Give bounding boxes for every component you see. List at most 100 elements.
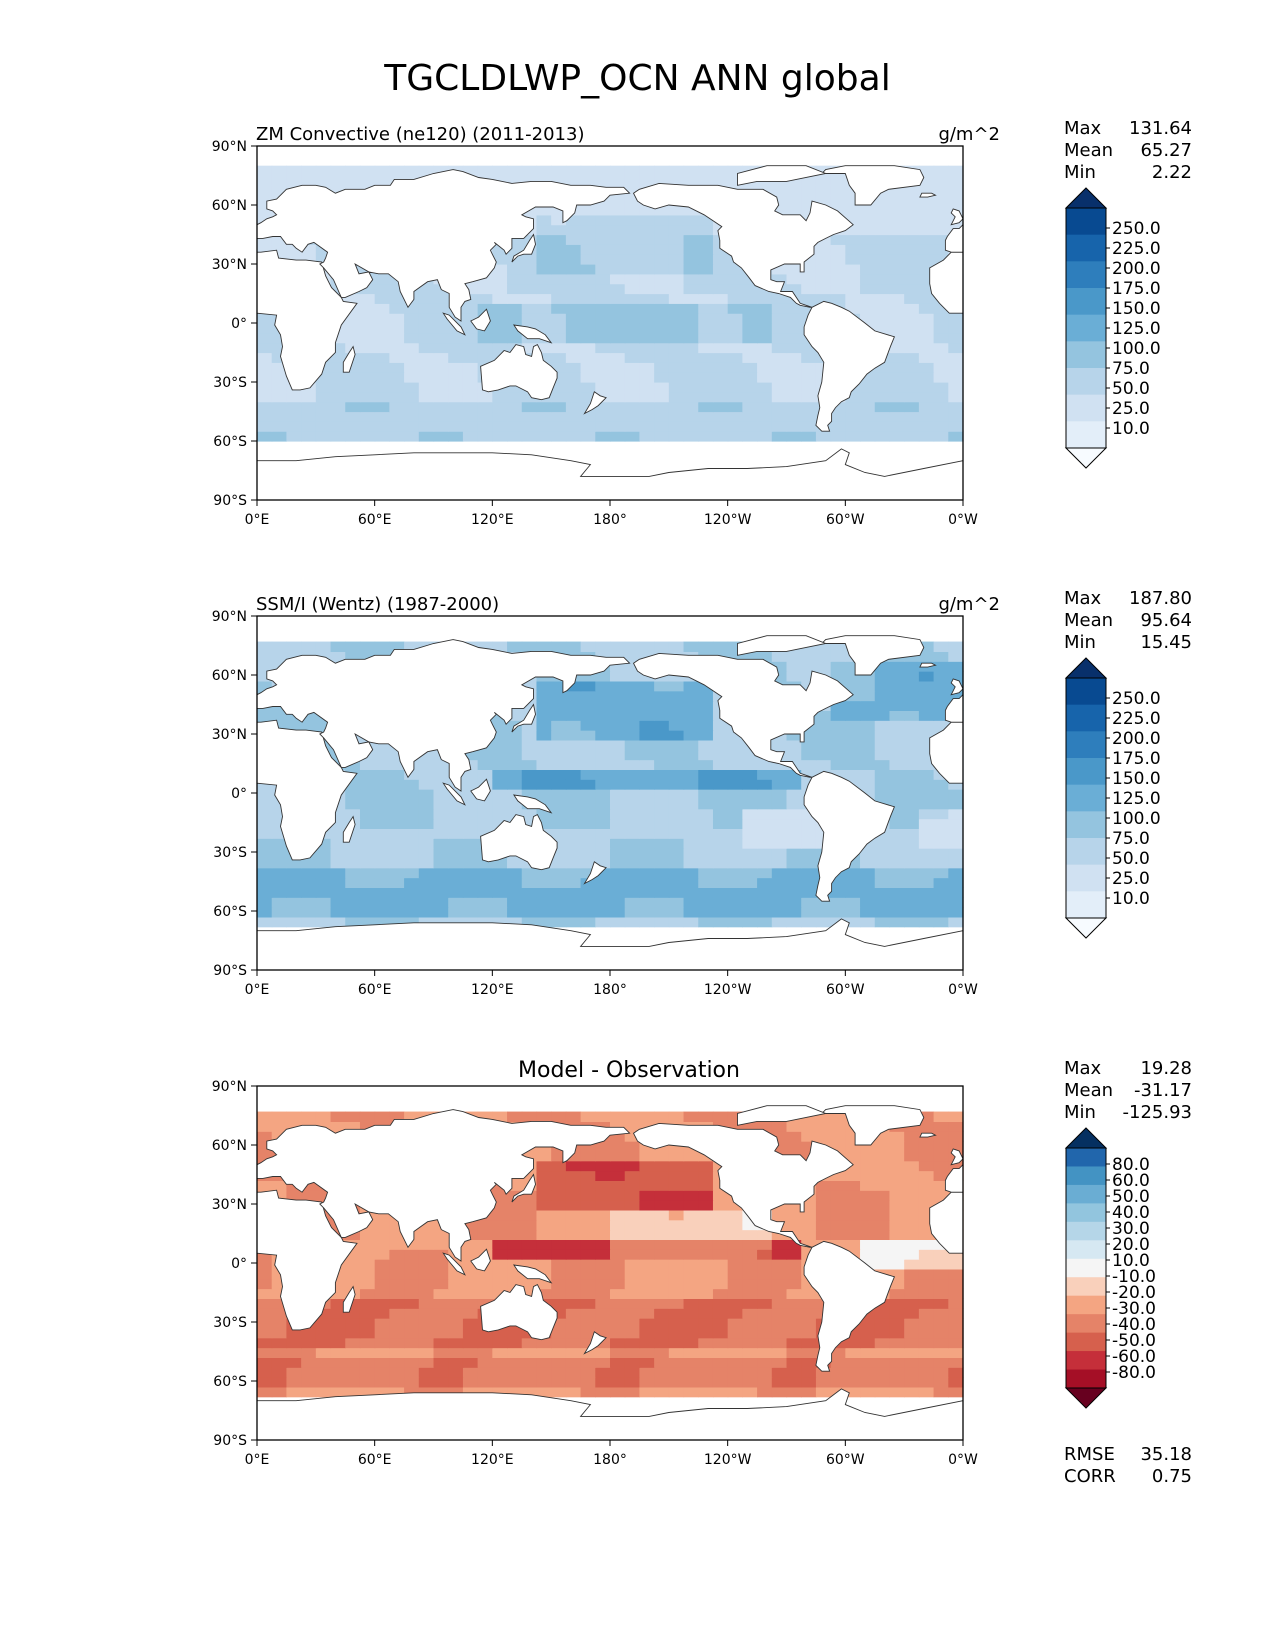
field-cell bbox=[698, 332, 714, 344]
field-cell bbox=[683, 1288, 699, 1299]
field-cell bbox=[624, 897, 641, 908]
field-cell bbox=[874, 1386, 891, 1398]
field-cell bbox=[477, 1111, 493, 1122]
field-cell bbox=[404, 769, 420, 780]
field-cell bbox=[551, 867, 567, 879]
field-cell bbox=[257, 391, 273, 403]
field-cell bbox=[918, 759, 935, 770]
figure-title: TGCLDLWP_OCN ANN global bbox=[384, 58, 891, 99]
field-cell bbox=[771, 1278, 788, 1290]
field-cell bbox=[757, 431, 773, 442]
field-cell bbox=[815, 916, 832, 928]
field-cell bbox=[565, 1278, 582, 1290]
field-cell bbox=[668, 352, 685, 363]
field-cell bbox=[757, 303, 773, 314]
field-cell bbox=[860, 1170, 876, 1181]
field-cell bbox=[580, 175, 596, 186]
field-cell bbox=[786, 1318, 802, 1329]
field-cell bbox=[933, 1121, 949, 1132]
field-cell bbox=[683, 848, 699, 859]
field-cell bbox=[345, 332, 361, 344]
field-cell bbox=[815, 907, 832, 918]
field-cell bbox=[860, 1200, 876, 1211]
field-cell bbox=[271, 808, 288, 820]
field-cell bbox=[683, 1219, 699, 1231]
field-cell bbox=[580, 382, 596, 393]
field-cell bbox=[551, 739, 567, 751]
field-cell bbox=[639, 730, 655, 741]
field-cell bbox=[404, 877, 420, 888]
field-cell bbox=[477, 332, 493, 344]
colorbar-label: 175.0 bbox=[1112, 749, 1161, 769]
colorbar-segment bbox=[1066, 704, 1106, 732]
field-cell bbox=[271, 1121, 288, 1132]
field-cell bbox=[727, 1121, 743, 1132]
field-cell bbox=[315, 1308, 332, 1319]
field-cell bbox=[830, 759, 846, 770]
field-cell bbox=[595, 372, 611, 383]
field-cell bbox=[521, 283, 538, 295]
colorbar-label: 250.0 bbox=[1112, 219, 1161, 239]
field-cell bbox=[565, 342, 582, 354]
field-cell bbox=[904, 195, 920, 206]
field-cell bbox=[374, 1308, 390, 1319]
field-cell bbox=[874, 391, 891, 403]
field-cell bbox=[874, 1367, 891, 1378]
field-cell bbox=[845, 739, 861, 751]
field-cell bbox=[815, 1131, 832, 1142]
field-cell bbox=[904, 1367, 920, 1378]
colorbar-label: 200.0 bbox=[1112, 729, 1161, 749]
field-cell bbox=[771, 1337, 788, 1349]
field-cell bbox=[551, 342, 567, 354]
field-cell bbox=[330, 1357, 346, 1368]
field-cell bbox=[404, 867, 420, 879]
field-cell bbox=[830, 897, 846, 908]
field-cell bbox=[433, 838, 449, 849]
stat-corr-label: CORR bbox=[1064, 1466, 1116, 1487]
field-cell bbox=[874, 877, 891, 888]
field-cell bbox=[389, 641, 405, 652]
field-cell bbox=[771, 352, 788, 363]
field-cell bbox=[874, 661, 891, 672]
field-cell bbox=[860, 431, 876, 442]
field-cell bbox=[727, 431, 743, 442]
field-cell bbox=[742, 1298, 758, 1309]
field-cell bbox=[418, 362, 435, 373]
field-cell bbox=[271, 1327, 288, 1339]
field-cell bbox=[742, 421, 758, 432]
field-cell bbox=[536, 1160, 552, 1172]
field-cell bbox=[801, 254, 817, 265]
field-cell bbox=[565, 1239, 582, 1250]
field-cell bbox=[462, 1219, 479, 1231]
field-cell bbox=[507, 1327, 523, 1339]
field-cell bbox=[610, 234, 626, 245]
field-cell bbox=[786, 372, 802, 383]
field-cell bbox=[404, 1239, 420, 1250]
field-cell bbox=[462, 749, 479, 761]
field-cell bbox=[492, 165, 508, 177]
field-cell bbox=[624, 730, 641, 741]
field-cell bbox=[301, 254, 317, 265]
field-cell bbox=[712, 175, 729, 186]
field-cell bbox=[801, 1367, 817, 1378]
field-cell bbox=[257, 661, 273, 672]
field-cell bbox=[712, 431, 729, 442]
field-cell bbox=[418, 1367, 435, 1378]
field-cell bbox=[904, 749, 920, 761]
field-cell bbox=[551, 362, 567, 373]
field-cell bbox=[345, 165, 361, 177]
field-cell bbox=[918, 857, 935, 869]
field-cell bbox=[271, 897, 288, 908]
field-cell bbox=[418, 372, 435, 383]
skill-stats-box: RMSE 35.18 CORR 0.75 bbox=[1064, 1444, 1192, 1488]
field-cell bbox=[815, 730, 832, 741]
field-cell bbox=[565, 303, 582, 314]
field-cell bbox=[359, 867, 376, 879]
field-cell bbox=[668, 332, 685, 344]
stats-box: Max 187.80 Mean 95.64 Min 15.45 bbox=[1064, 588, 1192, 654]
field-cell bbox=[551, 789, 567, 800]
field-cell bbox=[536, 887, 552, 898]
colorbar-segment bbox=[1066, 368, 1106, 396]
field-cell bbox=[580, 1268, 596, 1280]
field-cell bbox=[933, 690, 949, 702]
